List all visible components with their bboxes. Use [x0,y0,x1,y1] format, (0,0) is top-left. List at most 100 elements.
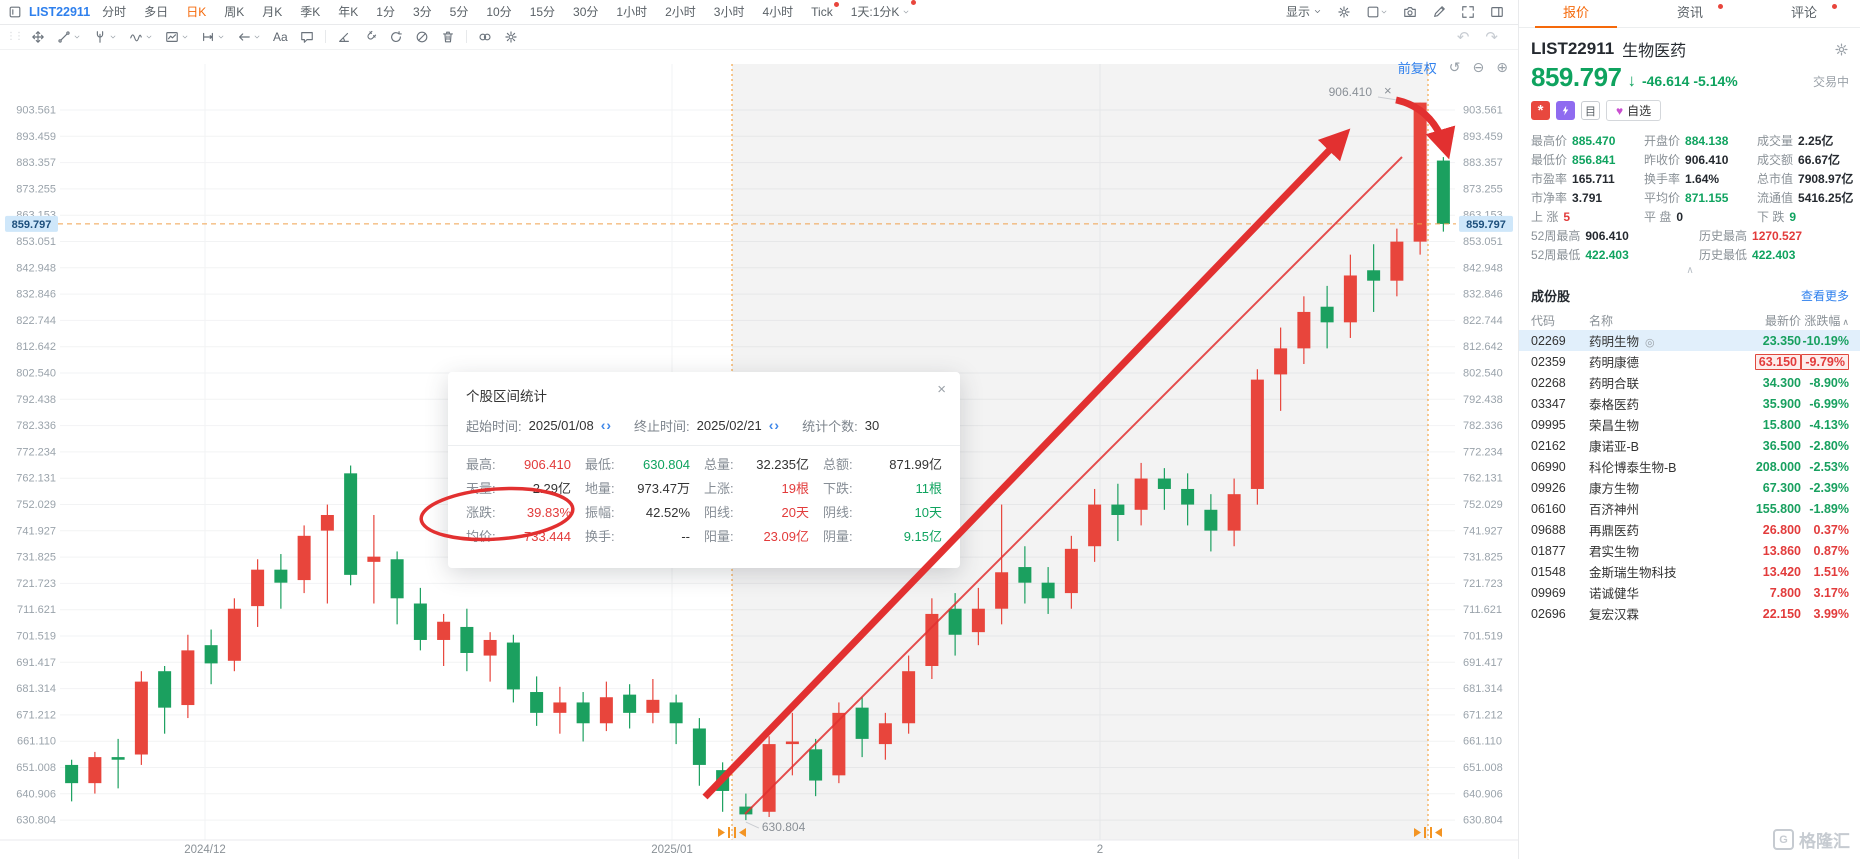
timeframe-3分[interactable]: 3分 [412,5,432,20]
layout-icon[interactable] [1366,5,1388,19]
stock-code: LIST22911 [1531,39,1615,58]
constituent-row-02268[interactable]: 02268 药明合联 34.300 -8.90% [1531,375,1849,392]
tab-资讯[interactable]: 资讯 [1633,0,1747,27]
start-date-steppers[interactable]: ‹› [600,417,613,434]
last-price: 859.797 [1531,62,1622,92]
report-badge[interactable]: 目 [1581,101,1600,120]
hk-flower-badge[interactable]: * [1531,101,1550,120]
move-tool[interactable] [25,25,51,49]
add-watchlist-button[interactable]: ♥ 自选 [1606,100,1662,121]
reset-zoom-icon[interactable]: ↺ [1448,59,1461,76]
timeframe-1天:1分K[interactable]: 1天:1分K [851,0,917,20]
undo-button[interactable]: ↶ [1456,28,1470,46]
constituent-row-09688[interactable]: 09688 再鼎医药 26.800 0.37% [1531,522,1849,539]
constituent-row-01548[interactable]: 01548 金斯瑞生物科技 13.420 1.51% [1531,564,1849,581]
constituent-row-02162[interactable]: 02162 康诺亚-B 36.500 -2.80% [1531,438,1849,455]
constituent-row-02269[interactable]: 02269 药明生物 ◎ 23.350 -10.19% [1519,330,1860,351]
interval-stat-最低: 最低: 630.804 [585,456,690,472]
timeframe-周K[interactable]: 周K [224,5,245,20]
draw-icon[interactable] [1432,5,1446,19]
settings-icon[interactable] [1337,5,1351,19]
timeframe-15分[interactable]: 15分 [529,5,556,20]
timeframe-5分[interactable]: 5分 [449,5,469,20]
locate-icon[interactable]: ◎ [1645,337,1655,349]
timeframe-1小时[interactable]: 1小时 [616,5,648,20]
panel-icon[interactable] [1490,5,1504,19]
forward-adjust-link[interactable]: 前复权 [1397,60,1437,76]
constituents-title: 成份股 [1531,289,1571,304]
toolbar-grip[interactable]: ⋮⋮ [6,31,24,43]
y-tick-right: 741.927 [1463,525,1503,537]
y-tick-left: 853.051 [16,236,56,248]
y-tick-left: 640.906 [16,788,56,800]
timeframe-年K[interactable]: 年K [338,5,359,20]
y-tick-right: 661.110 [1463,736,1502,748]
hide-tool[interactable] [409,25,435,49]
timeframe-3小时[interactable]: 3小时 [713,5,745,20]
constituent-row-02359[interactable]: 02359 药明康德 63.150 -9.79% [1519,351,1860,372]
y-tick-left: 883.357 [16,157,56,169]
y-tick-right: 651.008 [1463,762,1503,774]
sort-icon[interactable]: ∧ [1842,316,1849,327]
timeframe-30分[interactable]: 30分 [573,5,599,20]
timeframe-日K[interactable]: 日K [186,5,207,20]
y-tick-left: 671.212 [16,709,56,721]
magnet-tool[interactable] [357,25,383,49]
compare-tool[interactable] [472,25,498,49]
constituent-row-09969[interactable]: 09969 诺诚健华 7.800 3.17% [1531,585,1849,602]
tab-评论[interactable]: 评论 [1747,0,1860,27]
constituent-row-09926[interactable]: 09926 康方生物 67.300 -2.39% [1531,480,1849,497]
window-icon[interactable] [8,5,22,19]
zoom-in-icon[interactable]: ⊕ [1496,59,1508,76]
timeframe-1分[interactable]: 1分 [376,5,395,20]
stat-最低价: 最低价 856.841 [1531,153,1616,167]
pitchfork-tool[interactable] [87,25,123,49]
text-tool[interactable]: Aa [273,29,288,44]
constituent-row-06990[interactable]: 06990 科伦博泰生物-B 208.000 -2.53% [1531,459,1849,476]
toolbar-right-icons: 显示 [1286,3,1518,20]
top-toolbar: LIST22911 分时 多日 日K 周K 月K 季K 年K 1分 3分 5分 10分 15分 30分 1… [0,0,1518,25]
chart-area: 903.561 903.561 893.459 893.459 883.357 883.3… [0,49,1518,859]
view-more-link[interactable]: 查看更多 [1800,289,1849,303]
constituent-row-01877[interactable]: 01877 君实生物 13.860 0.87% [1531,543,1849,560]
angle-tool[interactable] [331,25,357,49]
delete-tool[interactable] [435,25,461,49]
timeframe-Tick[interactable]: Tick [811,1,839,19]
constituent-row-09995[interactable]: 09995 荣昌生物 15.800 -4.13% [1531,417,1849,434]
timeframe-月K[interactable]: 月K [262,5,283,20]
symbol-label[interactable]: LIST22911 [29,4,91,19]
redo-button[interactable]: ↷ [1485,28,1498,46]
timeframe-多日[interactable]: 多日 [144,5,169,20]
timeframe-2小时[interactable]: 2小时 [665,5,696,20]
measure-tool[interactable] [195,25,231,49]
lightning-badge[interactable] [1556,101,1575,120]
settings-tool[interactable] [498,25,524,49]
y-tick-left: 792.438 [16,394,56,406]
fullscreen-icon[interactable] [1461,5,1475,19]
tab-报价[interactable]: 报价 [1519,0,1633,28]
trendline-tool[interactable] [51,25,87,49]
constituent-row-02696[interactable]: 02696 复宏汉霖 22.150 3.99% [1531,606,1849,623]
display-dropdown[interactable]: 显示 [1286,3,1322,20]
replay-tool[interactable] [383,25,409,49]
y-tick-left: 782.336 [16,420,56,432]
camera-icon[interactable] [1403,5,1417,19]
timeframe-分时[interactable]: 分时 [102,5,127,20]
timeframe-10分[interactable]: 10分 [486,5,512,20]
wave-tool[interactable] [123,25,159,49]
constituent-row-03347[interactable]: 03347 泰格医药 35.900 -6.99% [1531,396,1849,413]
pattern-tool[interactable] [159,25,195,49]
comment-tool[interactable] [294,25,320,49]
dialog-close-icon[interactable]: × [937,380,946,398]
price-row: 859.797 ↓ -46.614 -5.14% 交易中 [1519,61,1860,93]
timeframe-4小时[interactable]: 4小时 [762,5,794,20]
stat-市净率: 市净率 3.791 [1531,191,1603,205]
end-date-steppers[interactable]: ‹› [768,417,781,434]
collapse-chevron[interactable]: ∧ [1686,265,1694,276]
constituent-row-06160[interactable]: 06160 百济神州 155.800 -1.89% [1531,501,1849,518]
arrow-tool[interactable] [231,25,267,49]
stock-header: LIST22911 生物医药 [1519,28,1860,61]
panel-settings-icon[interactable] [1834,42,1849,57]
timeframe-季K[interactable]: 季K [300,5,321,20]
zoom-out-icon[interactable]: ⊖ [1472,59,1485,76]
